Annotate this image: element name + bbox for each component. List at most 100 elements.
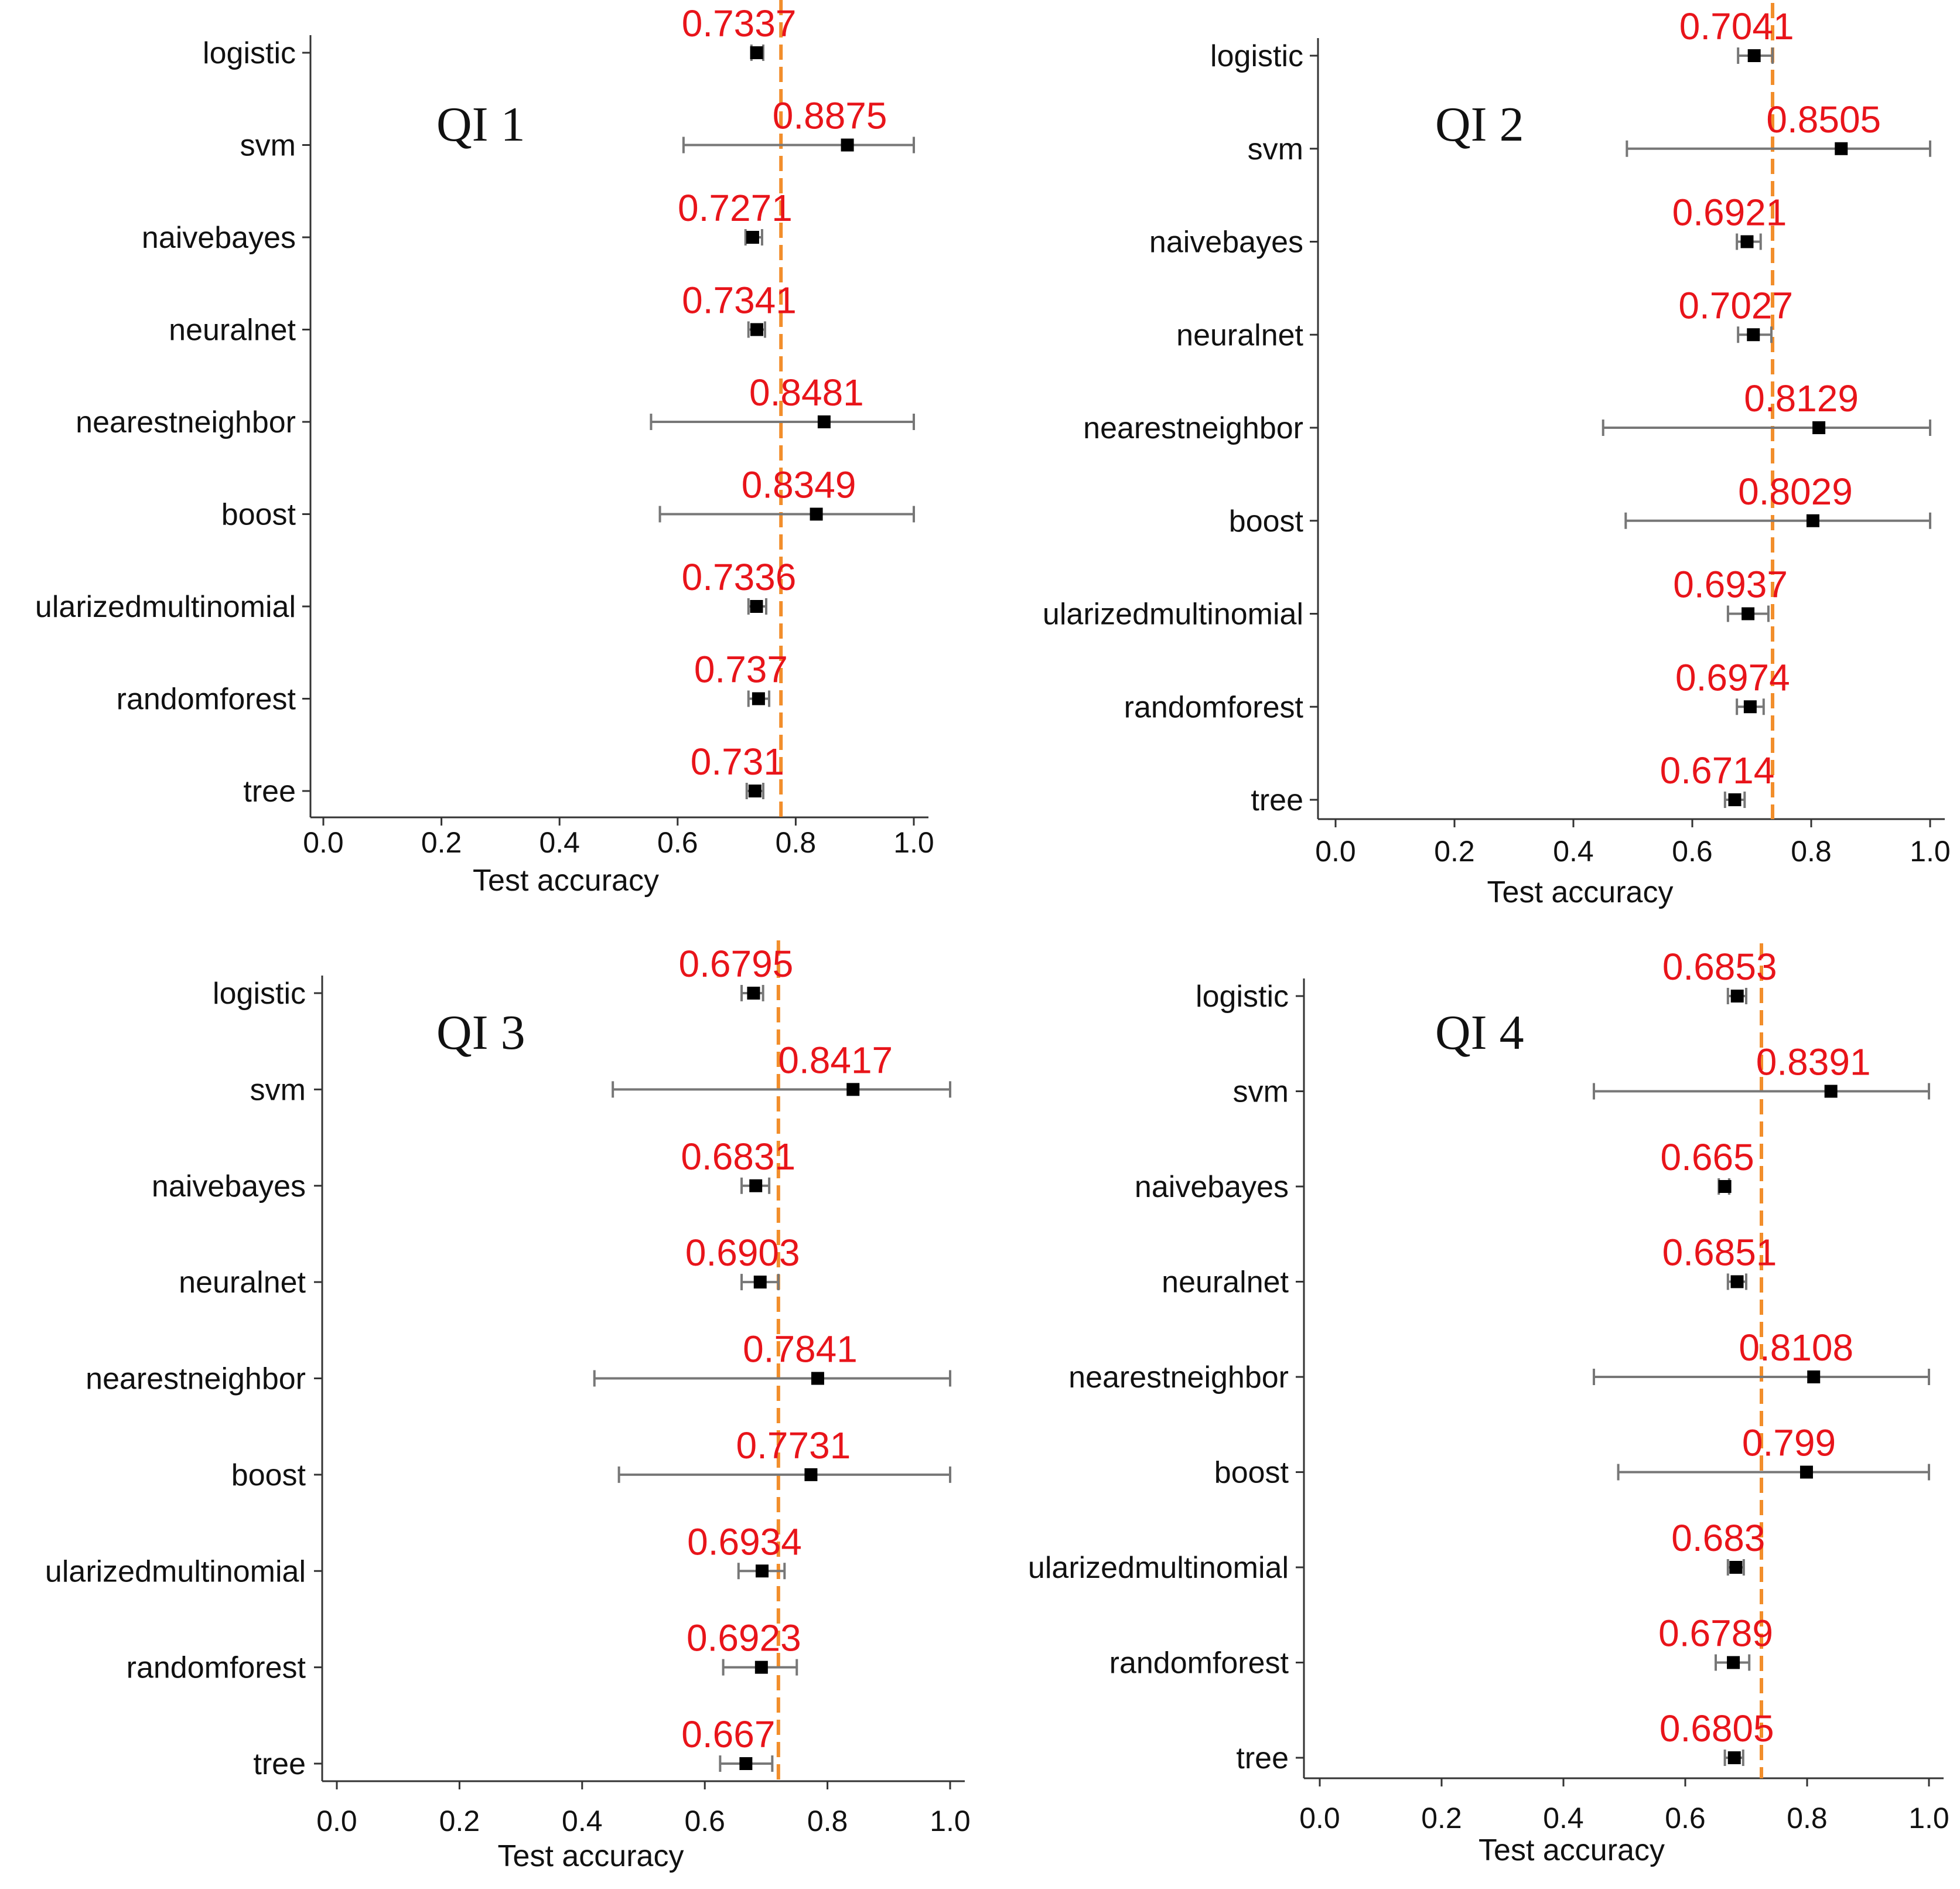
data-point bbox=[1807, 1370, 1821, 1383]
value-label: 0.6831 bbox=[681, 1136, 795, 1178]
category-label: neuralnet bbox=[169, 313, 296, 347]
x-tick-label: 0.2 bbox=[1434, 835, 1475, 868]
panel-qi2: 0.0 0.2 0.4 0.6 0.8 1.0 Test accuracy QI 2 logis… bbox=[1043, 3, 1951, 909]
value-label: 0.8481 bbox=[749, 371, 864, 414]
value-label: 0.737 bbox=[694, 649, 788, 691]
category-label: ularizedmultinomial bbox=[1043, 598, 1303, 632]
data-point bbox=[1728, 793, 1742, 806]
data-point bbox=[746, 231, 759, 244]
value-label: 0.683 bbox=[1671, 1517, 1765, 1559]
x-tick-label: 0.0 bbox=[1315, 835, 1356, 868]
value-label: 0.7027 bbox=[1678, 284, 1793, 326]
category-label: nearestneighbor bbox=[1083, 411, 1303, 445]
category-label: randomforest bbox=[1109, 1646, 1289, 1680]
value-label: 0.8417 bbox=[778, 1039, 893, 1081]
data-point bbox=[749, 1179, 763, 1192]
value-label: 0.6805 bbox=[1659, 1707, 1774, 1750]
value-label: 0.8029 bbox=[1738, 470, 1853, 513]
data-point bbox=[811, 1372, 824, 1385]
data-point bbox=[1727, 1751, 1741, 1764]
x-tick-label: 0.6 bbox=[1672, 835, 1713, 868]
category-label: nearestneighbor bbox=[1068, 1361, 1289, 1394]
category-label: naivebayes bbox=[1149, 226, 1303, 260]
data-point bbox=[750, 323, 763, 336]
data-point bbox=[755, 1564, 769, 1578]
value-label: 0.8108 bbox=[1739, 1327, 1853, 1369]
x-tick-label: 0.6 bbox=[684, 1805, 725, 1837]
value-label: 0.6853 bbox=[1662, 946, 1777, 988]
x-axis-title: Test accuracy bbox=[473, 864, 659, 898]
data-point bbox=[846, 1083, 860, 1096]
x-tick-label: 0.2 bbox=[1421, 1802, 1462, 1835]
value-label: 0.665 bbox=[1661, 1136, 1754, 1178]
data-point bbox=[1740, 235, 1754, 248]
category-label: nearestneighbor bbox=[86, 1362, 306, 1396]
category-label: tree bbox=[243, 775, 296, 809]
x-tick-label: 1.0 bbox=[1908, 1802, 1949, 1835]
x-tick-label: 0.8 bbox=[807, 1805, 848, 1837]
category-label: tree bbox=[1236, 1741, 1289, 1775]
data-point bbox=[747, 987, 760, 1000]
data-point bbox=[1812, 421, 1826, 434]
value-label: 0.799 bbox=[1742, 1422, 1836, 1464]
data-point bbox=[1747, 328, 1760, 342]
value-label: 0.7337 bbox=[682, 2, 797, 45]
category-label: tree bbox=[1251, 783, 1303, 817]
category-label: svm bbox=[1233, 1075, 1289, 1109]
category-label: logistic bbox=[1210, 39, 1303, 73]
data-point bbox=[750, 46, 763, 59]
data-point bbox=[1730, 990, 1744, 1003]
x-tick-label: 0.4 bbox=[1543, 1802, 1584, 1835]
value-label: 0.731 bbox=[691, 741, 784, 783]
panel-title: QI 2 bbox=[1435, 97, 1524, 152]
category-label: boost bbox=[1214, 1456, 1289, 1490]
category-label: randomforest bbox=[127, 1651, 306, 1685]
value-label: 0.7341 bbox=[682, 279, 797, 322]
data-point bbox=[1730, 1275, 1744, 1288]
data-point bbox=[1799, 1465, 1813, 1479]
data-point bbox=[1806, 514, 1819, 527]
category-label: neuralnet bbox=[1176, 318, 1303, 352]
value-label: 0.6903 bbox=[685, 1232, 800, 1274]
x-axis-title: Test accuracy bbox=[498, 1839, 684, 1873]
value-label: 0.6795 bbox=[679, 943, 794, 985]
data-point bbox=[752, 692, 765, 705]
x-tick-label: 0.0 bbox=[303, 826, 344, 859]
x-tick-label: 0.2 bbox=[439, 1805, 480, 1837]
data-point bbox=[1747, 49, 1761, 62]
category-label: neuralnet bbox=[1162, 1266, 1289, 1300]
x-tick-label: 0.4 bbox=[539, 826, 580, 859]
x-tick-label: 0.8 bbox=[1787, 1802, 1828, 1835]
data-point bbox=[1824, 1085, 1838, 1098]
value-label: 0.6974 bbox=[1675, 656, 1790, 698]
panel-title: QI 1 bbox=[436, 97, 525, 152]
value-label: 0.7041 bbox=[1679, 5, 1794, 47]
x-tick-label: 0.0 bbox=[316, 1805, 357, 1837]
x-tick-label: 0.6 bbox=[1665, 1802, 1706, 1835]
data-point bbox=[748, 785, 762, 797]
data-point bbox=[1742, 607, 1755, 620]
value-label: 0.667 bbox=[681, 1713, 775, 1755]
data-point bbox=[1743, 700, 1757, 714]
value-label: 0.6937 bbox=[1673, 564, 1788, 606]
data-point bbox=[817, 415, 831, 428]
panel-title: QI 3 bbox=[436, 1005, 525, 1060]
category-label: nearestneighbor bbox=[76, 405, 296, 439]
x-tick-label: 0.0 bbox=[1299, 1802, 1340, 1835]
data-point bbox=[1835, 142, 1848, 155]
data-point bbox=[841, 138, 854, 152]
category-label: neuralnet bbox=[179, 1266, 306, 1300]
x-tick-label: 0.8 bbox=[776, 826, 817, 859]
data-point bbox=[1729, 1561, 1743, 1574]
x-tick-label: 0.8 bbox=[1791, 835, 1832, 868]
value-label: 0.6789 bbox=[1658, 1612, 1773, 1655]
x-axis-title: Test accuracy bbox=[1487, 875, 1674, 909]
value-label: 0.8505 bbox=[1766, 98, 1881, 141]
x-axis-title: Test accuracy bbox=[1478, 1833, 1665, 1867]
value-label: 0.8391 bbox=[1756, 1041, 1871, 1083]
value-label: 0.7731 bbox=[736, 1424, 851, 1467]
category-label: randomforest bbox=[1124, 690, 1304, 724]
data-point bbox=[739, 1757, 753, 1770]
category-label: naivebayes bbox=[142, 221, 296, 255]
